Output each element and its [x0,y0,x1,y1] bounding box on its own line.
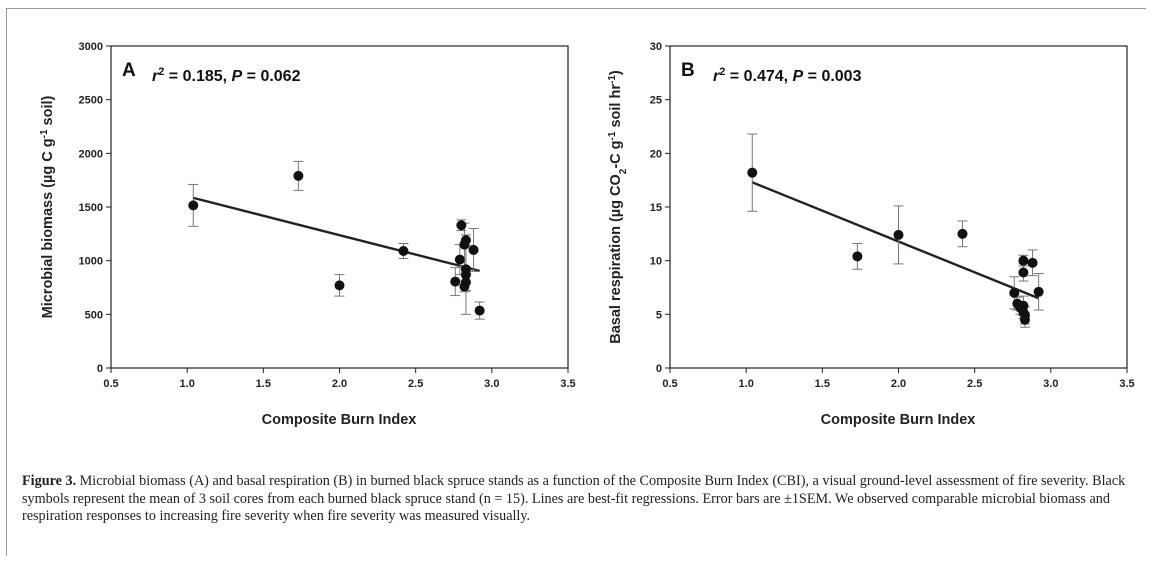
data-point [454,254,465,265]
data-point [460,235,471,246]
x-tick-label: 1.0 [739,378,754,390]
panel-label-b: B [681,60,695,81]
x-ticks-b: 0.5 1.0 1.5 2.0 2.5 3.0 3.5 [662,368,1135,390]
y-tick-label: 500 [85,309,103,321]
y-tick-label: 1000 [79,256,103,268]
y-tick-label: 0 [97,363,103,375]
y-ticks-a: 0 500 1000 1500 2000 2500 3000 [79,41,111,375]
stat-text-b: r2 = 0.474, P = 0.003 [713,66,862,85]
y-tick-label: 25 [650,95,662,107]
y-tick-label: 1500 [79,202,103,214]
data-point [460,277,471,288]
data-point [293,170,304,181]
y-tick-label: 5 [656,309,662,321]
caption-text: Microbial biomass (A) and basal respirat… [22,473,1126,524]
data-point [852,251,863,262]
data-point [1018,267,1029,278]
x-tick-label: 3.5 [560,378,575,390]
data-point [398,246,409,257]
x-tick-label: 1.0 [180,378,195,390]
x-axis-label-b: Composite Burn Index [821,412,976,428]
y-tick-label: 2000 [79,148,103,160]
y-tick-label: 15 [650,202,662,214]
stat-text-a: r2 = 0.185, P = 0.062 [152,66,301,85]
caption-label: Figure 3. [22,473,77,489]
x-tick-label: 2.5 [967,378,982,390]
points-a [188,160,485,320]
points-b [747,133,1044,328]
panel-a: A r2 = 0.185, P = 0.062 0 500 1000 1500 2000… [39,41,576,428]
y-tick-label: 20 [650,148,662,160]
data-point [893,229,904,240]
y-axis-label-a: Microbial biomass (µg C g-1 soil) [39,95,57,318]
y-tick-label: 2500 [79,95,103,107]
y-tick-label: 10 [650,256,662,268]
x-ticks-a: 0.5 1.0 1.5 2.0 2.5 3.0 3.5 [103,368,576,390]
data-point [747,167,758,178]
data-point [1009,287,1020,298]
data-point [188,200,199,211]
regression-line [192,196,480,273]
x-tick-label: 3.0 [1043,378,1058,390]
figure-svg: A r2 = 0.185, P = 0.062 0500100015002000… [39,41,1135,428]
data-point [957,228,968,239]
fit-line-a [192,196,480,273]
plot-frame-a [110,45,569,369]
figure-frame [6,8,1146,556]
data-point [460,269,471,280]
y-tick-label: 30 [650,41,662,53]
x-tick-label: 0.5 [662,378,677,390]
x-axis-label-a: Composite Burn Index [262,412,417,428]
y-tick-label: 0 [656,363,662,375]
x-tick-label: 2.0 [891,378,906,390]
panel-b: B r2 = 0.474, P = 0.003 0 5 10 15 20 25 30 0.5… [607,41,1135,428]
data-point [456,220,467,231]
x-tick-label: 1.5 [256,378,271,390]
fit-line-b [751,181,1040,300]
data-point [1018,255,1029,266]
data-point [450,276,461,287]
x-tick-label: 1.5 [815,378,830,390]
data-point [334,280,345,291]
x-tick-label: 2.0 [332,378,347,390]
data-point [468,244,479,255]
data-point [1027,257,1038,268]
x-tick-label: 3.0 [484,378,499,390]
x-tick-label: 2.5 [408,378,423,390]
data-point [1019,314,1030,325]
figure-caption: Figure 3. Microbial biomass (A) and basa… [22,473,1132,526]
data-point [474,305,485,316]
panel-label-a: A [122,60,136,81]
y-tick-label: 3000 [79,41,103,53]
data-point [1033,286,1044,297]
x-tick-label: 0.5 [103,378,118,390]
x-tick-label: 3.5 [1119,378,1134,390]
y-axis-label-b: Basal respiration (µg CO2-C g-1 soil hr-… [607,70,629,344]
data-point [1018,307,1029,318]
y-ticks-b: 0 5 10 15 20 25 30 [650,41,670,375]
regression-line [751,181,1040,300]
